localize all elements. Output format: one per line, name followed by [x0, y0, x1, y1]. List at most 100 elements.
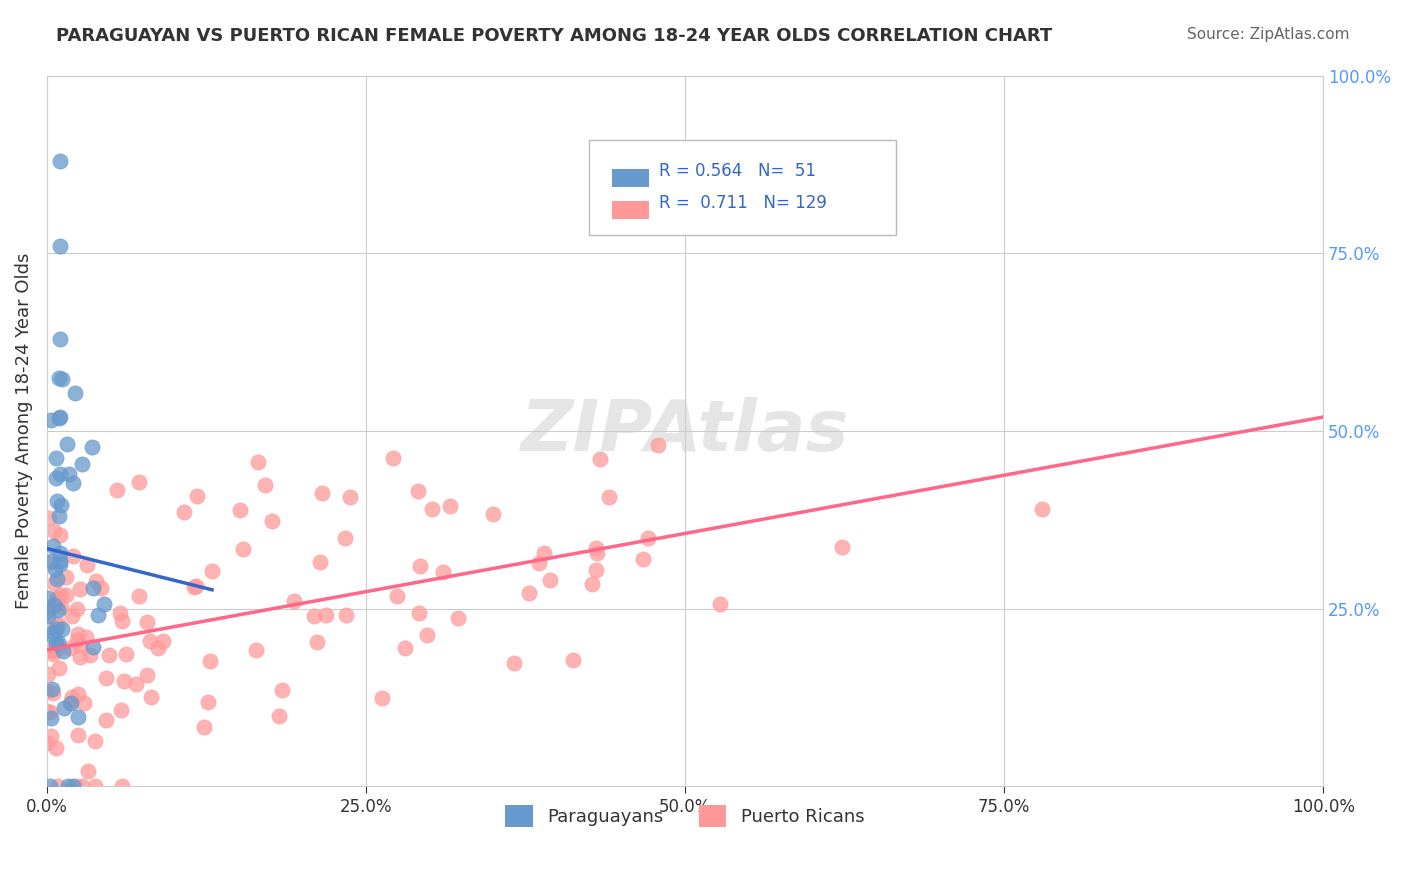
Point	[60, 696, 83, 710]
Point	[52, 644, 75, 658]
Point	[48, 467, 70, 481]
Point	[184, 579, 207, 593]
Point	[408, 483, 430, 498]
Point	[83, 779, 105, 793]
Point	[37, 667, 59, 681]
Point	[76, 764, 98, 778]
FancyBboxPatch shape	[589, 139, 896, 235]
Point	[631, 551, 654, 566]
Point	[93, 597, 115, 611]
Point	[42, 598, 65, 612]
Point	[586, 546, 609, 560]
Point	[35, 603, 58, 617]
Point	[335, 607, 357, 622]
Point	[41, 413, 63, 427]
Point	[385, 589, 408, 603]
Point	[84, 574, 107, 589]
Point	[45, 450, 67, 465]
Point	[39, 554, 62, 568]
Y-axis label: Female Poverty Among 18-24 Year Olds: Female Poverty Among 18-24 Year Olds	[15, 252, 32, 609]
Point	[49, 557, 72, 571]
Point	[533, 546, 555, 560]
Point	[517, 585, 540, 599]
Point	[69, 649, 91, 664]
Point	[115, 648, 138, 662]
Point	[62, 549, 84, 563]
Point	[48, 661, 70, 675]
Point	[45, 636, 67, 650]
Point	[45, 741, 67, 756]
Point	[135, 615, 157, 629]
Point	[44, 576, 66, 591]
Point	[232, 542, 254, 557]
Text: R = 0.564   N=  51: R = 0.564 N= 51	[659, 162, 817, 180]
Point	[66, 633, 89, 648]
Point	[44, 561, 66, 575]
Point	[371, 690, 394, 705]
Point	[105, 483, 128, 498]
Point	[48, 411, 70, 425]
Point	[70, 457, 93, 471]
Point	[53, 701, 76, 715]
Point	[408, 606, 430, 620]
Point	[48, 332, 70, 346]
Point	[382, 451, 405, 466]
Point	[831, 540, 853, 554]
Point	[98, 648, 121, 662]
Point	[44, 524, 66, 539]
Point	[139, 690, 162, 704]
Point	[271, 683, 294, 698]
Point	[67, 710, 90, 724]
Point	[481, 507, 503, 521]
Point	[35, 704, 58, 718]
Point	[35, 619, 58, 633]
Point	[62, 475, 84, 490]
Point	[197, 696, 219, 710]
Point	[146, 641, 169, 656]
Point	[46, 572, 69, 586]
Point	[55, 588, 77, 602]
Point	[49, 554, 72, 568]
Text: PARAGUAYAN VS PUERTO RICAN FEMALE POVERTY AMONG 18-24 YEAR OLDS CORRELATION CHAR: PARAGUAYAN VS PUERTO RICAN FEMALE POVERT…	[56, 27, 1053, 45]
Point	[48, 640, 70, 655]
Point	[46, 494, 69, 508]
Point	[69, 582, 91, 597]
Point	[152, 634, 174, 648]
Point	[48, 371, 70, 385]
Point	[58, 467, 80, 482]
Point	[581, 576, 603, 591]
Point	[193, 720, 215, 734]
Point	[408, 559, 430, 574]
Point	[59, 696, 82, 710]
Point	[84, 734, 107, 748]
Point	[394, 640, 416, 655]
Point	[60, 609, 83, 624]
Point	[41, 686, 63, 700]
Point	[45, 622, 67, 636]
Point	[49, 546, 72, 560]
Point	[59, 640, 82, 655]
Point	[37, 736, 59, 750]
Point	[128, 475, 150, 490]
Point	[1031, 502, 1053, 516]
Point	[56, 780, 79, 794]
Point	[335, 531, 357, 545]
Point	[45, 619, 67, 633]
Point	[309, 556, 332, 570]
Point	[39, 642, 62, 657]
Point	[538, 573, 561, 587]
Point	[69, 638, 91, 652]
Point	[51, 372, 73, 386]
Point	[51, 623, 73, 637]
Point	[246, 455, 269, 469]
Point	[45, 596, 67, 610]
Point	[110, 703, 132, 717]
Point	[37, 606, 59, 620]
Point	[339, 491, 361, 505]
Point	[503, 657, 526, 671]
Point	[42, 540, 65, 554]
Point	[45, 471, 67, 485]
Point	[82, 640, 104, 655]
Point	[42, 625, 65, 640]
Point	[311, 485, 333, 500]
